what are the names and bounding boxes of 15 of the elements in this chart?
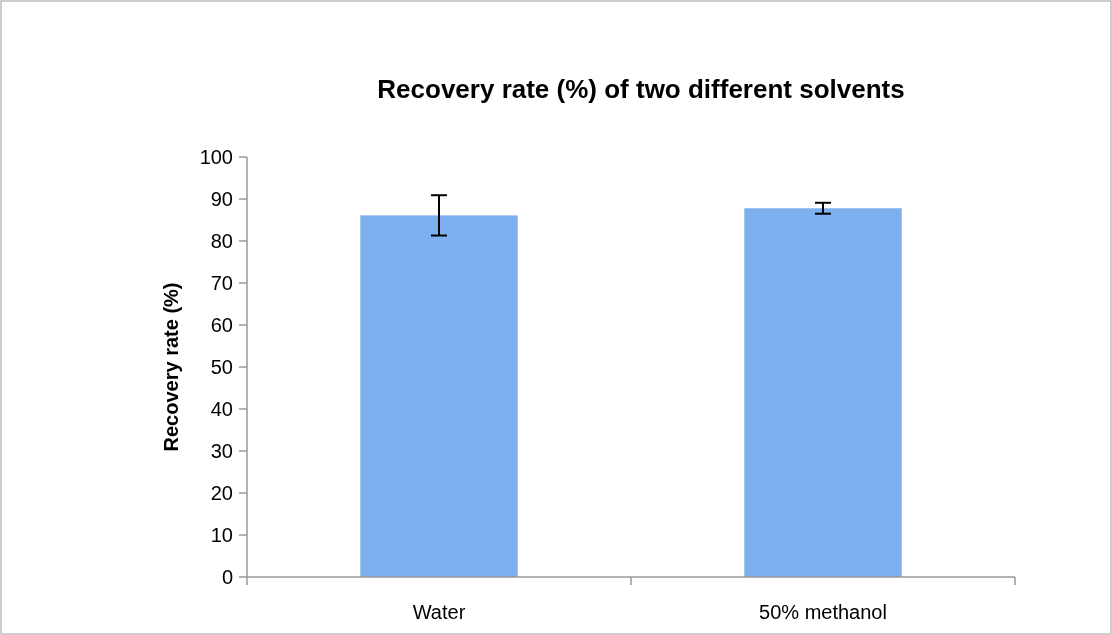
- y-tick-label: 20: [210, 482, 233, 504]
- x-tick-label: Water: [412, 601, 466, 623]
- y-tick-label: 60: [210, 314, 233, 336]
- y-tick-label: 80: [210, 230, 233, 252]
- chart-title: Recovery rate (%) of two different solvents: [377, 74, 905, 104]
- y-tick-label: 10: [210, 524, 233, 546]
- y-tick-label: 0: [221, 566, 233, 588]
- y-tick-label: 40: [210, 398, 233, 420]
- y-axis-title: Recovery rate (%): [160, 282, 182, 452]
- y-tick-label: 70: [210, 272, 233, 294]
- y-tick-label: 90: [210, 188, 233, 210]
- y-tick-label: 30: [210, 440, 233, 462]
- x-tick-label: 50% methanol: [759, 601, 887, 623]
- y-tick-label: 50: [210, 356, 233, 378]
- y-tick-label: 100: [199, 146, 233, 168]
